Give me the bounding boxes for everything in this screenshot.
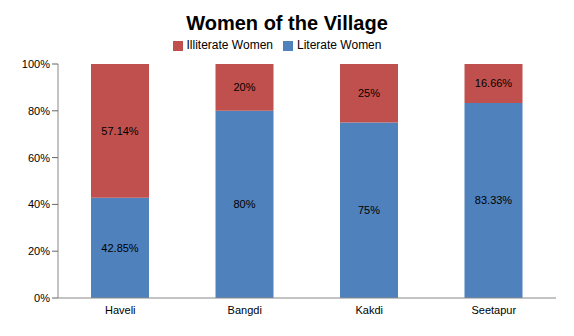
svg-text:80%: 80% [28, 105, 50, 117]
svg-text:Kakdi: Kakdi [355, 304, 383, 316]
svg-text:20%: 20% [28, 245, 50, 257]
svg-text:40%: 40% [28, 198, 50, 210]
svg-text:80%: 80% [233, 198, 255, 210]
svg-text:Seetapur: Seetapur [471, 304, 516, 316]
svg-text:42.85%: 42.85% [101, 242, 139, 254]
html-text:Women of the Village: Women of the Village [186, 12, 388, 34]
svg-text:16.66%: 16.66% [475, 77, 513, 89]
svg-text:0%: 0% [34, 292, 50, 304]
svg-text:75%: 75% [358, 204, 380, 216]
svg-text:Bangdi: Bangdi [228, 304, 262, 316]
svg-text:25%: 25% [358, 87, 380, 99]
svg-text:Haveli: Haveli [105, 304, 136, 316]
html-text:Literate Women: Literate Women [297, 38, 382, 52]
svg-text:20%: 20% [233, 81, 255, 93]
html-text:Illiterate Women: Illiterate Women [186, 38, 273, 52]
svg-text:57.14%: 57.14% [101, 125, 139, 137]
svg-text:60%: 60% [28, 152, 50, 164]
svg-text:83.33%: 83.33% [475, 194, 513, 206]
svg-text:100%: 100% [22, 58, 50, 70]
